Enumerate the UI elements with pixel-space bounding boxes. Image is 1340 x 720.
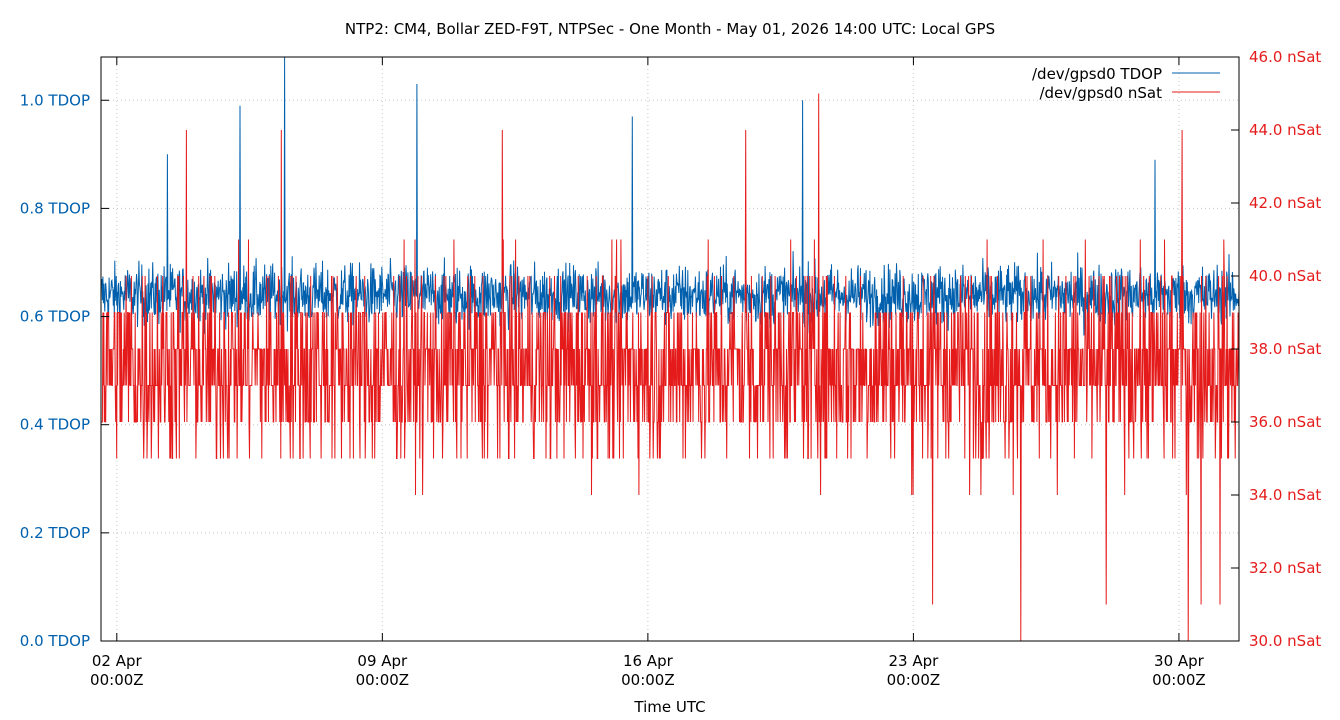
tick-label-left: 0.4 TDOP	[20, 416, 90, 434]
tick-label-x-date: 02 Apr	[92, 652, 143, 670]
tick-label-right: 42.0 nSat	[1249, 194, 1321, 212]
left-axis-tick-labels: 0.0 TDOP 0.2 TDOP 0.4 TDOP 0.6 TDOP 0.8 TDOP…	[20, 91, 90, 650]
tick-label-x-time: 00:00Z	[1152, 671, 1206, 689]
tick-label-x-date: 30 Apr	[1154, 652, 1205, 670]
tick-label-x-date: 23 Apr	[888, 652, 939, 670]
tick-label-left: 0.8 TDOP	[20, 199, 90, 217]
tick-label-x-date: 16 Apr	[623, 652, 674, 670]
tick-label-left: 1.0 TDOP	[20, 91, 90, 109]
tick-label-x-time: 00:00Z	[887, 671, 941, 689]
tick-label-right: 36.0 nSat	[1249, 413, 1321, 431]
legend: /dev/gpsd0 TDOP /dev/gpsd0 nSat	[1032, 65, 1220, 102]
tick-label-right: 34.0 nSat	[1249, 486, 1321, 504]
tick-label-right: 30.0 nSat	[1249, 632, 1321, 650]
right-axis-tick-labels: 30.0 nSat 32.0 nSat 34.0 nSat 36.0 nSat 38.0…	[1249, 48, 1321, 650]
tick-label-x-time: 00:00Z	[621, 671, 675, 689]
tick-label-left: 0.6 TDOP	[20, 308, 90, 326]
tick-label-x-time: 00:00Z	[90, 671, 144, 689]
tick-label-x-date: 09 Apr	[357, 652, 408, 670]
tick-label-right: 40.0 nSat	[1249, 267, 1321, 285]
tick-label-x-time: 00:00Z	[356, 671, 410, 689]
series-line-nsat	[101, 93, 1239, 641]
tick-label-right: 44.0 nSat	[1249, 121, 1321, 139]
legend-label-nsat: /dev/gpsd0 nSat	[1039, 84, 1162, 102]
legend-label-tdop: /dev/gpsd0 TDOP	[1032, 65, 1162, 83]
tick-label-right: 46.0 nSat	[1249, 48, 1321, 66]
axis-ticks	[101, 56, 1239, 642]
tick-label-right: 32.0 nSat	[1249, 559, 1321, 577]
tick-label-left: 0.2 TDOP	[20, 524, 90, 542]
tick-label-left: 0.0 TDOP	[20, 632, 90, 650]
chart-title: NTP2: CM4, Bollar ZED-F9T, NTPSec - One …	[345, 20, 995, 38]
x-axis-label: Time UTC	[633, 698, 705, 716]
tick-label-right: 38.0 nSat	[1249, 340, 1321, 358]
